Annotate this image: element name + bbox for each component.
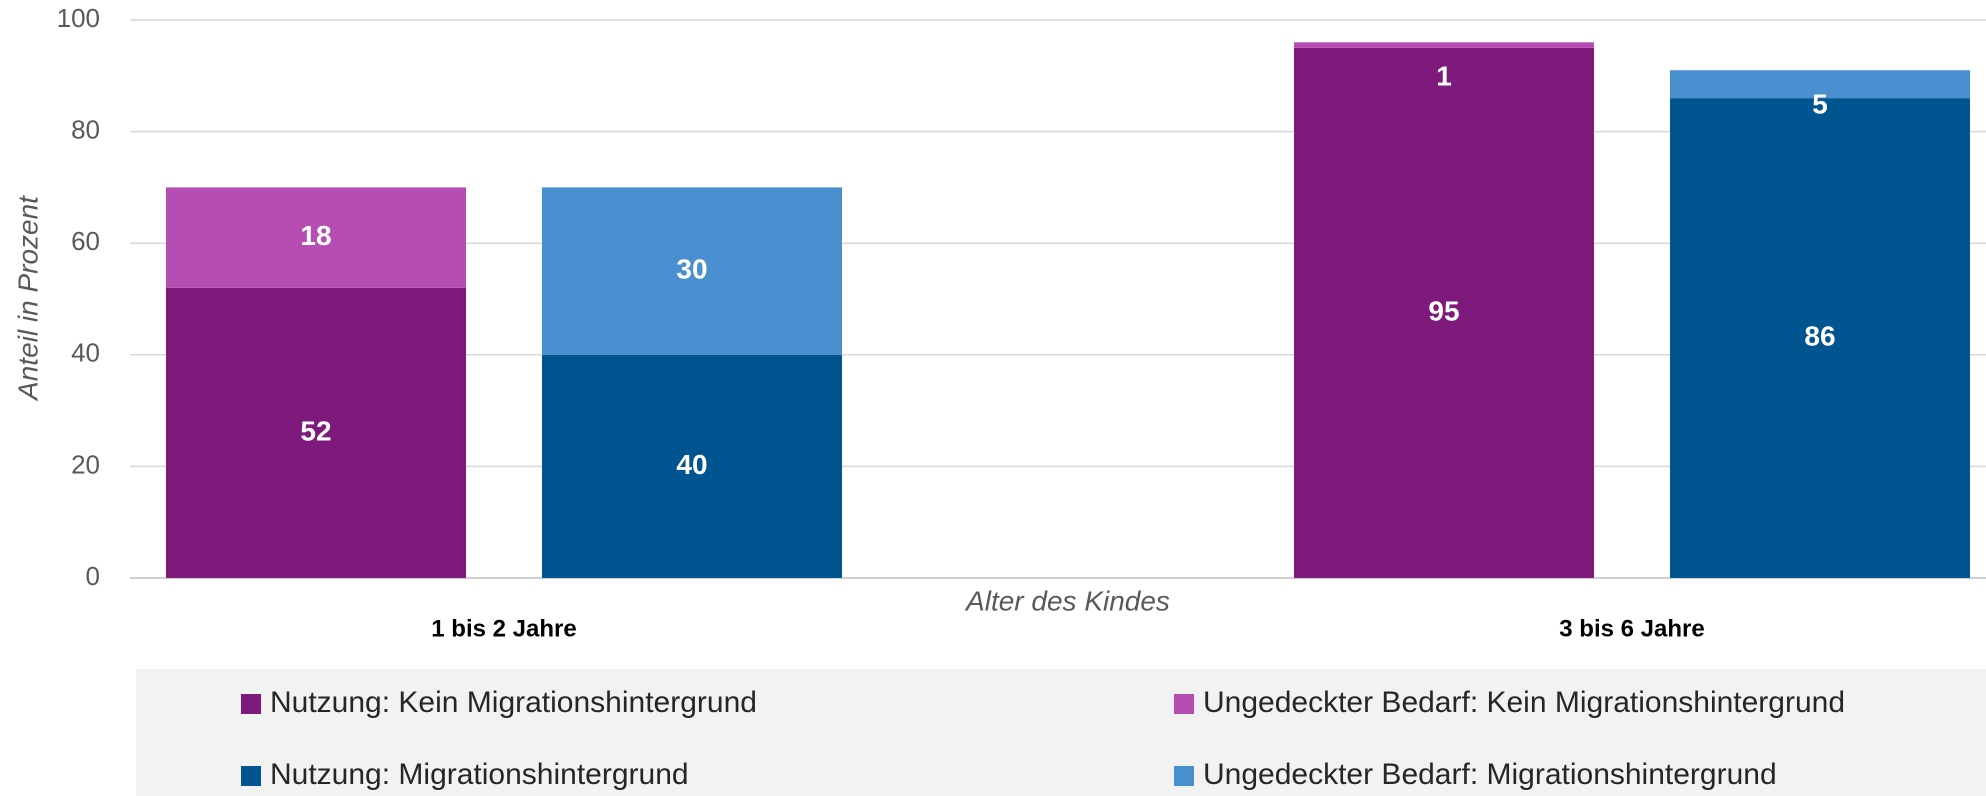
data-label: 30 (676, 253, 707, 284)
bar-segment (166, 287, 466, 578)
bar-segment (542, 187, 842, 355)
bar-segment (1294, 47, 1594, 578)
data-label: 1 (1436, 61, 1452, 92)
legend-swatch (1174, 694, 1194, 714)
data-label: 86 (1804, 320, 1835, 351)
y-axis-title: Anteil in Prozent (12, 195, 43, 402)
data-label: 18 (300, 220, 331, 251)
legend-label: Nutzung: Kein Migrationshintergrund (270, 686, 757, 719)
y-tick-label: 100 (57, 3, 100, 33)
y-tick-label: 40 (71, 338, 100, 368)
legend-label: Ungedeckter Bedarf: Kein Migrationshinte… (1203, 686, 1845, 719)
legend-swatch (1174, 766, 1194, 786)
y-tick-label: 0 (86, 561, 100, 591)
data-label: 52 (300, 415, 331, 446)
y-tick-label: 60 (71, 226, 100, 256)
data-label: 5 (1812, 89, 1828, 120)
y-tick-label: 20 (71, 449, 100, 479)
data-label: 95 (1428, 295, 1459, 326)
x-tick-label: 3 bis 6 Jahre (1559, 615, 1704, 642)
data-label: 40 (676, 449, 707, 480)
bar-segment (1670, 70, 1970, 99)
bar-segment (166, 187, 466, 288)
legend-label: Nutzung: Migrationshintergrund (270, 758, 689, 791)
x-axis-title: Alter des Kindes (964, 585, 1170, 616)
bar-segment (1294, 42, 1594, 48)
legend-box (136, 669, 1986, 796)
y-tick-label: 80 (71, 114, 100, 144)
legend-label: Ungedeckter Bedarf: Migrationshintergrun… (1203, 758, 1777, 791)
bar-segment (1670, 98, 1970, 579)
legend-swatch (241, 694, 261, 714)
bar-segment (542, 354, 842, 578)
legend-swatch (241, 766, 261, 786)
x-tick-label: 1 bis 2 Jahre (431, 615, 576, 642)
